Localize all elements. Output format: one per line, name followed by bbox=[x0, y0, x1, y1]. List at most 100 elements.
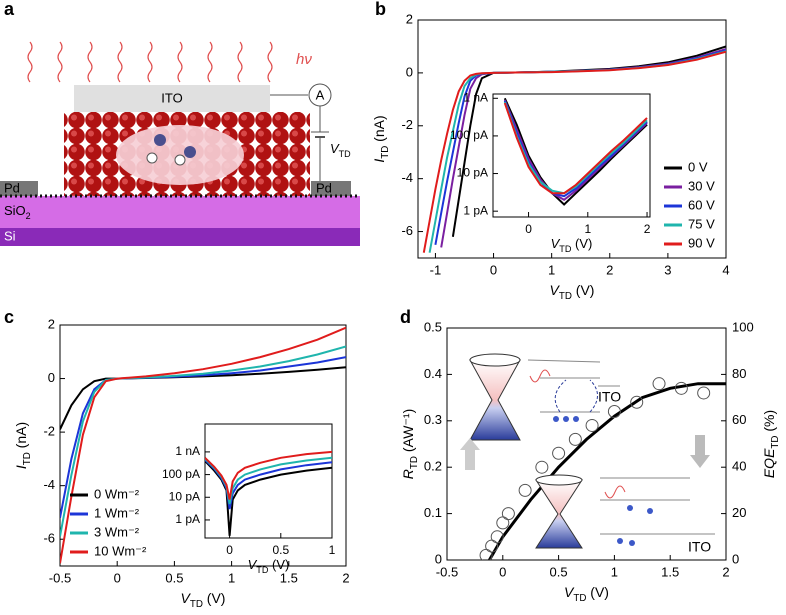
cone-top bbox=[535, 474, 583, 486]
x-tick-label: 0 bbox=[525, 222, 532, 236]
axis-label-part: V bbox=[551, 236, 561, 251]
y-tick-label: 10 pA bbox=[457, 166, 488, 180]
data-point bbox=[607, 405, 621, 419]
legend-label: 60 V bbox=[688, 197, 715, 212]
series-line bbox=[503, 97, 648, 206]
band bbox=[600, 477, 715, 535]
axis-label-part: (V) bbox=[586, 584, 609, 600]
axis-label: VTD (V) bbox=[551, 236, 593, 254]
y-tick-label: 2 bbox=[406, 11, 413, 26]
data-point bbox=[585, 418, 599, 432]
legend-label: 30 V bbox=[688, 178, 715, 193]
x-tick-label: 4 bbox=[722, 262, 729, 277]
series-line bbox=[60, 326, 346, 564]
y-tick-label: 10 pA bbox=[169, 489, 200, 503]
axis-label: VTD (V) bbox=[550, 282, 595, 302]
legend-label: 0 V bbox=[688, 159, 708, 174]
axis-label-part: TD bbox=[380, 146, 391, 159]
data-point bbox=[501, 507, 515, 521]
x-tick-label: 0 bbox=[499, 564, 506, 579]
axis-label-part: V bbox=[248, 557, 258, 572]
x-tick-label: 1 bbox=[584, 222, 591, 236]
data-point bbox=[630, 395, 644, 409]
axis-label-part: (V) bbox=[572, 282, 595, 298]
legend-label: 75 V bbox=[688, 216, 715, 231]
x-tick-label: -1 bbox=[430, 262, 442, 277]
bias-label: VTD bbox=[330, 141, 351, 159]
contact-label: Pd bbox=[4, 180, 20, 195]
y-tick-label: 0.5 bbox=[424, 319, 442, 334]
fit-line bbox=[488, 382, 726, 560]
meter-label: A bbox=[316, 87, 325, 102]
device-diagram: ITO A hν Pd Pd SiO2 Si VTD bbox=[0, 41, 360, 246]
y-tick-label: -6 bbox=[43, 531, 55, 546]
y-tick-label: 100 pA bbox=[162, 467, 200, 481]
axis-label-part: (V) bbox=[203, 590, 226, 606]
plot-area bbox=[422, 45, 726, 253]
plot-area bbox=[503, 97, 648, 206]
y-tick-label: 0.2 bbox=[424, 459, 442, 474]
panel-label: c bbox=[4, 307, 14, 327]
data-point bbox=[518, 483, 532, 497]
bias-text: V bbox=[330, 141, 340, 156]
panel-label: d bbox=[400, 307, 411, 327]
y-tick-label: -6 bbox=[401, 223, 413, 238]
y2-tick-label: 20 bbox=[732, 505, 746, 520]
oxide-sub: 2 bbox=[26, 211, 31, 221]
x-tick-label: 0.5 bbox=[550, 564, 568, 579]
legend-label: 1 Wm⁻² bbox=[94, 505, 140, 520]
y2-tick-label: 40 bbox=[732, 459, 746, 474]
y-tick-label: 0.4 bbox=[424, 366, 442, 381]
x-tick-label: 0.5 bbox=[165, 570, 183, 585]
axis-label-part: (nA) bbox=[13, 422, 29, 452]
x-tick-label: -0.5 bbox=[436, 564, 458, 579]
y-tick-label: 1 nA bbox=[175, 444, 200, 458]
series-line bbox=[503, 99, 648, 201]
x-tick-label: -0.5 bbox=[49, 570, 71, 585]
y-tick-label: 0.1 bbox=[424, 505, 442, 520]
electrons bbox=[553, 416, 653, 546]
annotation: ITO bbox=[598, 389, 621, 405]
axis-label-part: (%) bbox=[761, 410, 777, 436]
arrow-down bbox=[690, 435, 710, 468]
y-tick-label: 2 bbox=[48, 316, 55, 331]
axis-label: ITD (nA) bbox=[13, 422, 33, 469]
photon bbox=[604, 485, 626, 499]
axis-label-part: I bbox=[371, 159, 387, 163]
y-tick-label: -4 bbox=[43, 477, 55, 492]
x-tick-label: 0 bbox=[490, 262, 497, 277]
x-tick-label: 3 bbox=[664, 262, 671, 277]
cone-top bbox=[469, 353, 521, 367]
axis-label: EQETD (%) bbox=[761, 410, 781, 478]
axis-label-part: TD bbox=[190, 599, 203, 610]
arrow-up bbox=[460, 438, 480, 470]
axis-label: ITD (nA) bbox=[371, 115, 391, 162]
y-tick-label: -4 bbox=[401, 170, 413, 185]
x-tick-label: 1 bbox=[548, 262, 555, 277]
x-tick-label: 1.5 bbox=[280, 570, 298, 585]
axis-label-part: (V) bbox=[268, 557, 289, 572]
y2-tick-label: 0 bbox=[732, 551, 739, 566]
y-tick-label: -2 bbox=[401, 117, 413, 132]
data-point bbox=[552, 446, 566, 460]
series-line bbox=[205, 450, 332, 500]
axis-label-part: R bbox=[400, 469, 416, 479]
legend-label: 90 V bbox=[688, 235, 715, 250]
y-tick-label: 1 pA bbox=[463, 203, 488, 217]
band bbox=[527, 359, 620, 413]
y-tick-label: 1 pA bbox=[175, 512, 200, 526]
contact-label: Pd bbox=[316, 180, 332, 195]
legend-label: 10 Wm⁻² bbox=[94, 543, 147, 558]
bias-sub: TD bbox=[339, 149, 351, 159]
axis-label: VTD (V) bbox=[181, 590, 226, 610]
axis-label-part: (V) bbox=[571, 236, 592, 251]
plot-area bbox=[205, 450, 332, 536]
plot-frame bbox=[204, 423, 333, 539]
series-line bbox=[503, 101, 648, 195]
data-point bbox=[535, 460, 549, 474]
band-schematic bbox=[460, 353, 715, 549]
axis-label-part: (nA) bbox=[371, 115, 387, 145]
x-tick-label: 0 bbox=[226, 543, 233, 557]
